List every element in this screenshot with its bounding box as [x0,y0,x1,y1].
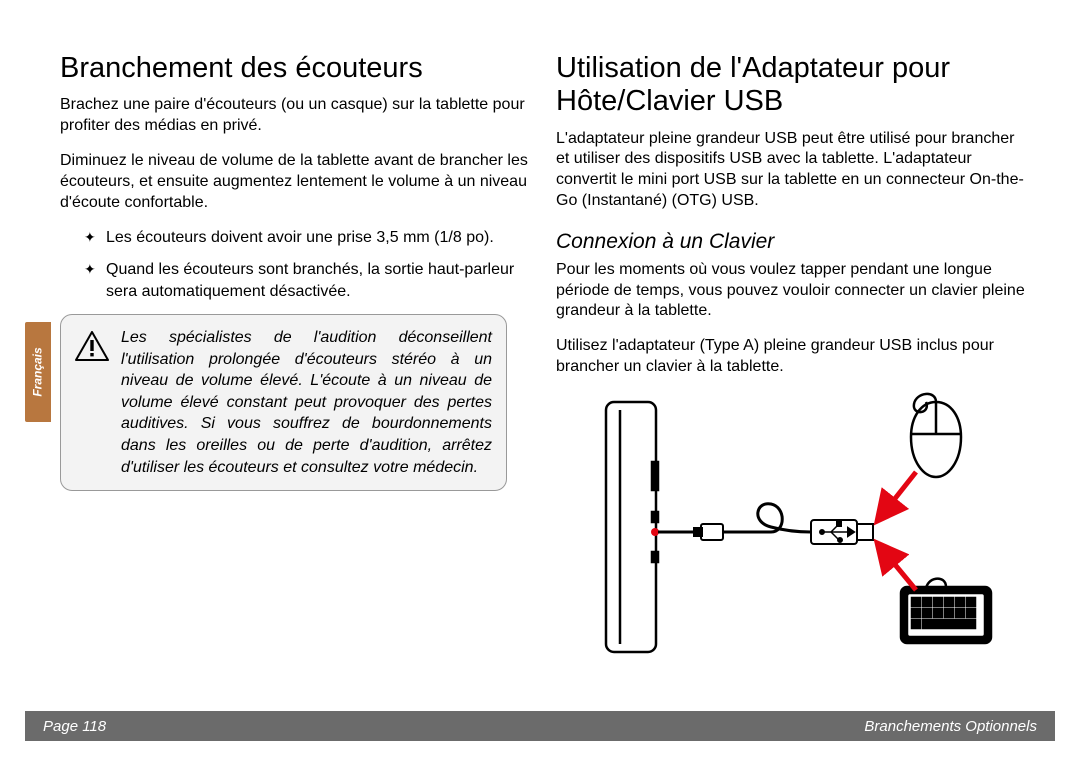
page-footer: Page 118 Branchements Optionnels [25,711,1055,741]
document-page: Français Branchement des écouteurs Brach… [0,0,1080,761]
left-heading: Branchement des écouteurs [60,52,530,85]
right-subheading: Connexion à un Clavier [556,230,1026,254]
footer-page: Page 118 [43,718,106,735]
left-li1: Les écouteurs doivent avoir une prise 3,… [84,227,530,249]
connection-diagram [556,392,1026,672]
mouse-icon [911,394,961,477]
right-heading: Utilisation de l'Adaptateur pour Hôte/Cl… [556,52,1026,119]
callout-text: Les spécialistes de l'audition déconseil… [121,329,492,476]
left-p2: Diminuez le niveau de volume de la table… [60,151,530,213]
language-tab: Français [25,322,51,422]
language-tab-label: Français [31,347,45,396]
left-p1: Brachez une paire d'écouteurs (ou un cas… [60,95,530,137]
diagram-svg [576,392,1006,672]
arrow-mouse [878,472,916,520]
warning-callout: Les spécialistes de l'audition déconseil… [60,314,507,491]
right-p2: Pour les moments où vous voulez tapper p… [556,260,1026,322]
left-column: Branchement des écouteurs Brachez une pa… [60,52,530,672]
right-column: Utilisation de l'Adaptateur pour Hôte/Cl… [556,52,1026,672]
content-columns: Branchement des écouteurs Brachez une pa… [0,0,1080,672]
left-list: Les écouteurs doivent avoir une prise 3,… [60,227,530,302]
footer-section: Branchements Optionnels [864,718,1037,735]
left-li2: Quand les écouteurs sont branchés, la so… [84,259,530,302]
right-p1: L'adaptateur pleine grandeur USB peut êt… [556,129,1026,212]
warning-icon [75,331,109,361]
right-p3: Utilisez l'adaptateur (Type A) pleine gr… [556,336,1026,378]
arrow-keyboard [878,544,916,590]
